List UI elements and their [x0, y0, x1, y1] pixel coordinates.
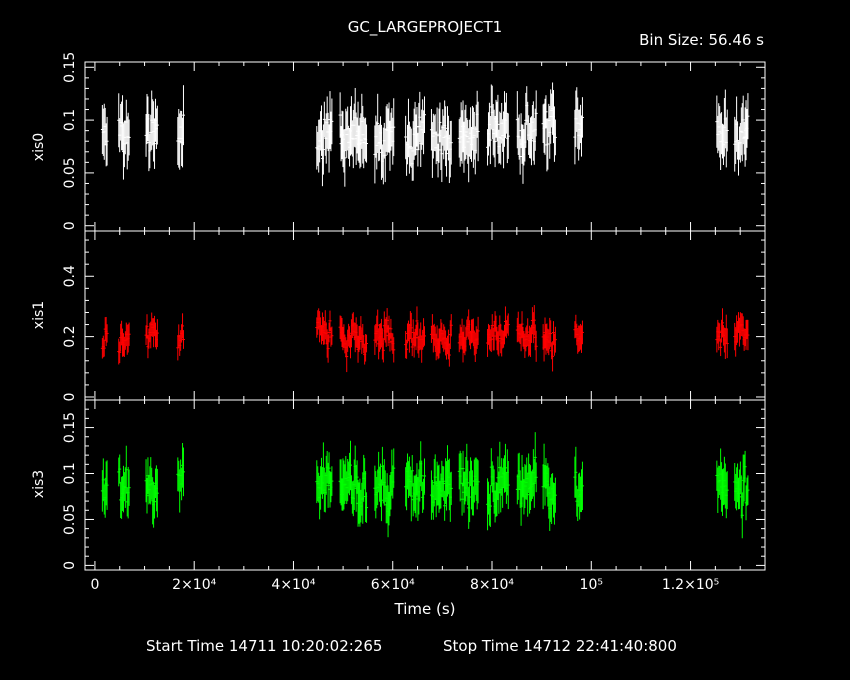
- series-xis3: [100, 432, 750, 539]
- y-tick-label: 0.15: [62, 52, 78, 83]
- y-tick-label: 0: [62, 393, 78, 402]
- chart-title: GC_LARGEPROJECT1: [347, 18, 503, 36]
- series-xis1: [100, 305, 750, 373]
- stop-time-label: Stop Time 14712 22:41:40:800: [443, 637, 677, 655]
- y-tick-label: 0.2: [62, 325, 78, 347]
- x-tick-label: 6×10⁴: [371, 577, 415, 593]
- panel-frame-xis3: [84, 399, 766, 571]
- y-axis-label-xis1: xis1: [31, 300, 47, 330]
- start-time-label: Start Time 14711 10:20:02:265: [146, 637, 383, 655]
- y-tick-label: 0.15: [62, 412, 78, 443]
- x-tick-label: 2×10⁴: [172, 577, 216, 593]
- y-tick-label: 0: [62, 561, 78, 570]
- bin-size-label: Bin Size: 56.46 s: [639, 31, 764, 49]
- y-tick-label: 0.1: [62, 109, 78, 131]
- series-xis0: [100, 82, 750, 187]
- x-tick-label: 8×10⁴: [470, 577, 514, 593]
- x-tick-label: 4×10⁴: [271, 577, 315, 593]
- y-tick-label: 0.4: [62, 265, 78, 287]
- panel-frame-xis1: [84, 230, 766, 401]
- panel-frame-xis0: [84, 61, 766, 232]
- y-tick-label: 0.05: [62, 157, 78, 188]
- y-axis-label-xis3: xis3: [31, 469, 47, 499]
- x-axis-label: Time (s): [394, 600, 456, 618]
- y-tick-label: 0.1: [62, 462, 78, 484]
- x-tick-label: 0: [90, 577, 99, 593]
- y-tick-label: 0: [62, 221, 78, 230]
- x-tick-label: 10⁵: [580, 577, 603, 593]
- x-tick-label: 1.2×10⁵: [662, 577, 719, 593]
- y-tick-label: 0.05: [62, 504, 78, 535]
- y-axis-label-xis0: xis0: [31, 132, 47, 162]
